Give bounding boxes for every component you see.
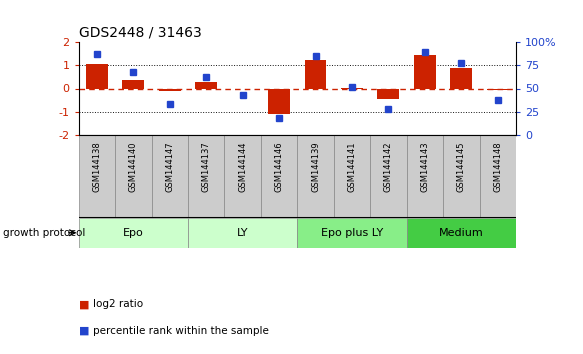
Bar bbox=[297, 135, 333, 218]
Bar bbox=[450, 68, 472, 88]
Bar bbox=[152, 135, 188, 218]
Bar bbox=[414, 55, 436, 88]
Bar bbox=[261, 135, 297, 218]
Text: percentile rank within the sample: percentile rank within the sample bbox=[93, 326, 269, 336]
Text: GSM144137: GSM144137 bbox=[202, 141, 210, 192]
Text: Epo plus LY: Epo plus LY bbox=[321, 228, 383, 238]
Text: LY: LY bbox=[237, 228, 248, 238]
Text: GSM144142: GSM144142 bbox=[384, 141, 393, 192]
Text: growth protocol: growth protocol bbox=[3, 228, 85, 238]
Text: ■: ■ bbox=[79, 326, 89, 336]
Text: GSM144138: GSM144138 bbox=[93, 141, 101, 192]
Bar bbox=[195, 82, 217, 88]
Bar bbox=[479, 135, 516, 218]
Bar bbox=[407, 218, 516, 248]
Bar bbox=[304, 60, 326, 88]
Text: GSM144145: GSM144145 bbox=[457, 141, 466, 192]
Bar bbox=[341, 87, 363, 88]
Text: GSM144143: GSM144143 bbox=[420, 141, 429, 192]
Text: GSM144141: GSM144141 bbox=[347, 141, 356, 192]
Bar bbox=[378, 88, 399, 99]
Bar bbox=[297, 218, 407, 248]
Bar bbox=[122, 80, 144, 88]
Text: log2 ratio: log2 ratio bbox=[93, 299, 143, 309]
Bar bbox=[224, 135, 261, 218]
Bar bbox=[232, 88, 254, 90]
Text: Medium: Medium bbox=[439, 228, 484, 238]
Text: GSM144146: GSM144146 bbox=[275, 141, 283, 192]
Text: GSM144139: GSM144139 bbox=[311, 141, 320, 192]
Bar bbox=[115, 135, 152, 218]
Text: GSM144147: GSM144147 bbox=[166, 141, 174, 192]
Bar bbox=[443, 135, 479, 218]
Text: Epo: Epo bbox=[123, 228, 144, 238]
Bar bbox=[188, 135, 224, 218]
Text: GSM144148: GSM144148 bbox=[493, 141, 502, 192]
Text: GSM144140: GSM144140 bbox=[129, 141, 138, 192]
Bar bbox=[268, 88, 290, 114]
Bar bbox=[370, 135, 407, 218]
Text: ■: ■ bbox=[79, 299, 89, 309]
Text: GSM144144: GSM144144 bbox=[238, 141, 247, 192]
Bar bbox=[407, 135, 443, 218]
Bar bbox=[159, 88, 181, 91]
Bar bbox=[188, 218, 297, 248]
Bar bbox=[79, 135, 115, 218]
Bar bbox=[333, 135, 370, 218]
Bar bbox=[487, 88, 508, 90]
Bar bbox=[79, 218, 188, 248]
Bar bbox=[86, 64, 108, 88]
Text: GDS2448 / 31463: GDS2448 / 31463 bbox=[79, 26, 202, 40]
